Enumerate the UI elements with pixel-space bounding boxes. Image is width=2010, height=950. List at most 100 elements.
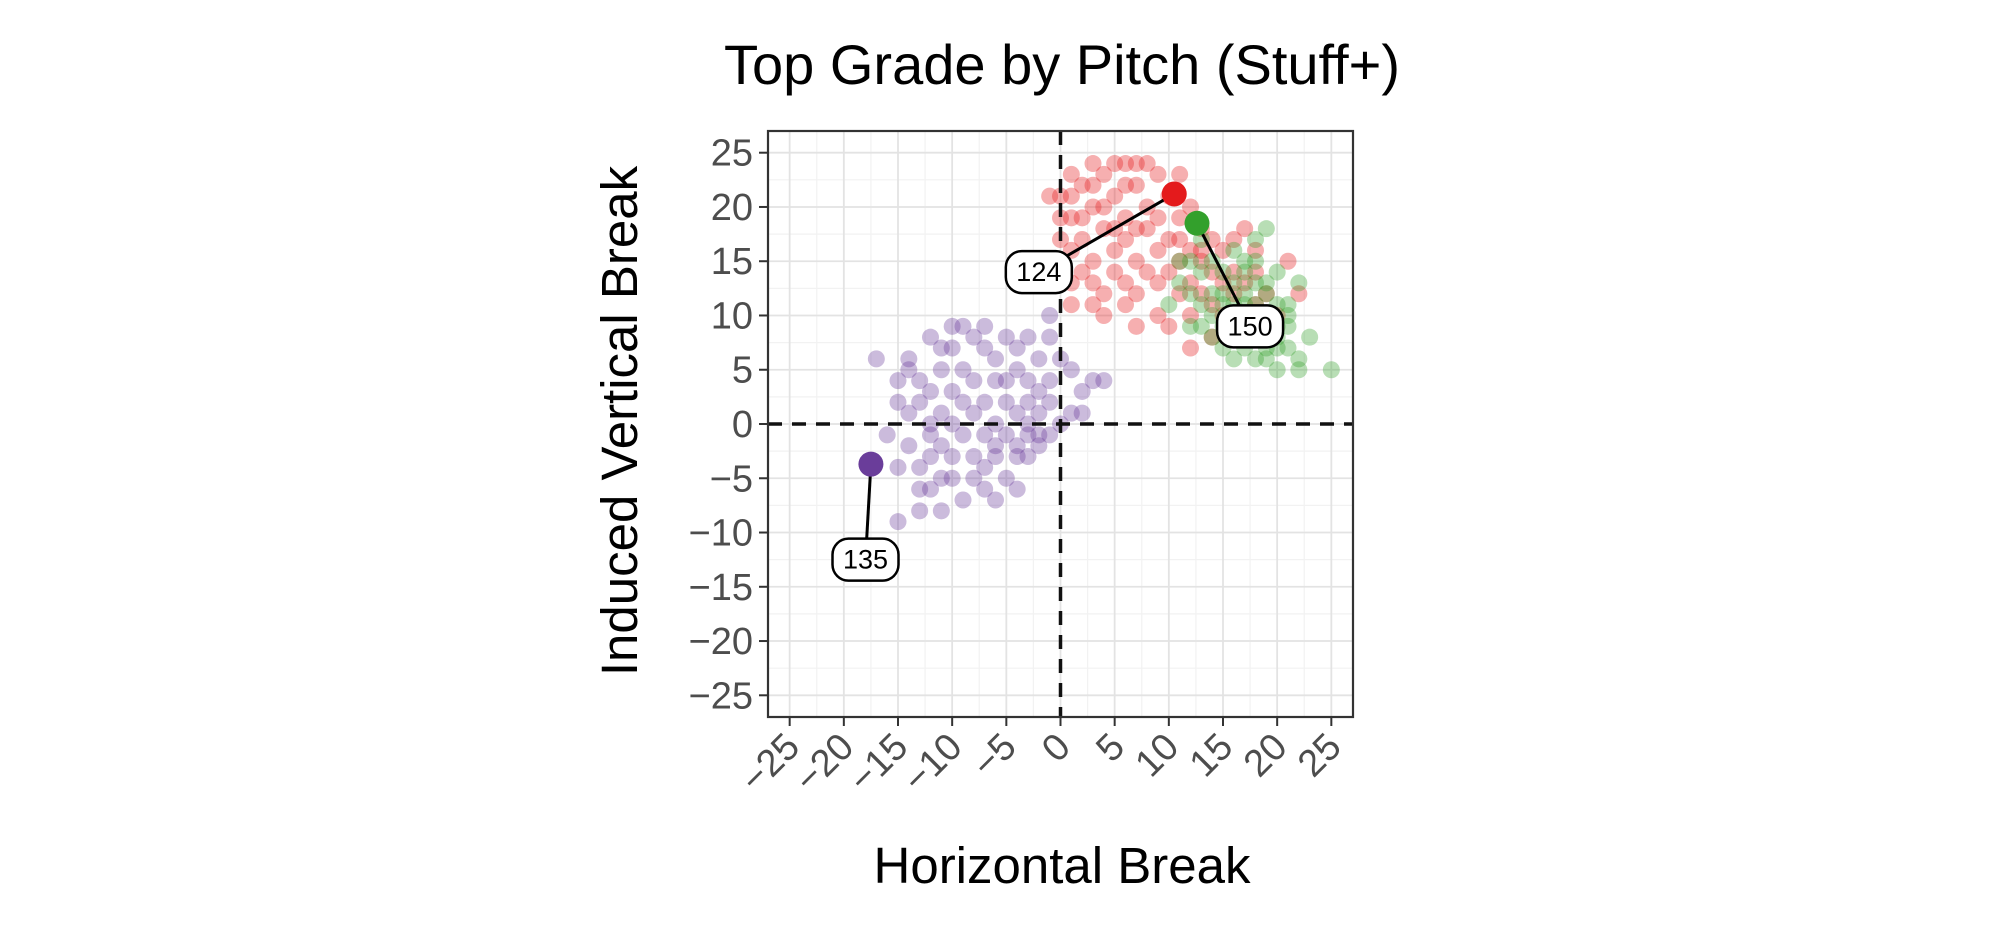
data-point	[954, 491, 972, 509]
data-point	[997, 469, 1015, 487]
data-point	[1257, 285, 1275, 303]
data-point	[1095, 285, 1113, 303]
data-point	[1008, 480, 1026, 498]
data-point	[1084, 252, 1102, 270]
data-point	[1203, 296, 1221, 314]
data-point	[965, 404, 983, 422]
y-tick-label: 15	[711, 241, 753, 283]
data-point	[878, 426, 896, 444]
data-point	[976, 393, 994, 411]
data-point	[922, 382, 939, 400]
data-point	[1138, 263, 1156, 281]
y-tick-label: −5	[710, 458, 753, 500]
x-tick-label: −10	[895, 726, 970, 801]
data-point	[889, 393, 907, 411]
data-point	[1084, 176, 1102, 194]
data-point	[1084, 155, 1102, 173]
data-point	[1301, 328, 1319, 346]
data-point	[1127, 220, 1145, 238]
data-point	[1149, 306, 1167, 324]
data-point	[1008, 404, 1026, 422]
data-point	[1203, 285, 1221, 303]
data-point	[1171, 252, 1189, 270]
data-point	[1041, 328, 1059, 346]
highlighted-points: 135 124 150	[831, 181, 1285, 582]
data-point	[1182, 274, 1199, 292]
data-point	[1041, 372, 1059, 390]
data-point	[943, 382, 961, 400]
data-point	[1041, 306, 1059, 324]
data-point	[1160, 317, 1178, 335]
data-point	[922, 448, 939, 466]
data-point	[997, 393, 1015, 411]
data-point	[1171, 252, 1189, 270]
data-point	[997, 426, 1015, 444]
highlighted-point	[1184, 210, 1210, 236]
data-point	[1247, 350, 1264, 368]
data-point	[965, 469, 983, 487]
data-point	[1138, 220, 1156, 238]
data-point	[954, 393, 972, 411]
highlighted-point	[858, 451, 884, 477]
data-point	[965, 328, 983, 346]
x-tick-label: 25	[1290, 726, 1350, 786]
data-point	[922, 415, 939, 433]
data-point	[900, 437, 918, 455]
data-point	[1290, 285, 1308, 303]
data-point	[1008, 437, 1026, 455]
data-point	[1192, 241, 1210, 259]
data-point	[900, 361, 918, 379]
data-point	[1236, 263, 1254, 281]
data-point	[1019, 415, 1037, 433]
y-tick-label: −20	[689, 621, 753, 663]
data-point	[1084, 372, 1102, 390]
data-point	[1008, 361, 1026, 379]
y-tick-label: −10	[689, 513, 753, 555]
data-point	[1030, 382, 1048, 400]
data-point	[1019, 328, 1037, 346]
data-point	[1149, 241, 1167, 259]
data-point	[922, 480, 939, 498]
y-tick-label: 5	[732, 350, 753, 392]
data-point	[1073, 263, 1091, 281]
data-point	[1095, 372, 1113, 390]
data-point	[1225, 231, 1243, 249]
reference-lines	[768, 131, 1353, 717]
data-point	[1236, 285, 1254, 303]
data-point	[1095, 165, 1113, 183]
data-point	[1182, 241, 1199, 259]
data-point	[1062, 165, 1080, 183]
data-point	[911, 458, 929, 476]
data-point	[1041, 393, 1059, 411]
x-tick-label: 10	[1128, 726, 1188, 786]
data-point	[943, 469, 961, 487]
y-tick-label: −15	[689, 567, 753, 609]
data-points	[867, 155, 1340, 531]
data-point	[900, 404, 918, 422]
data-point	[1192, 285, 1210, 303]
data-point	[1030, 437, 1048, 455]
data-point	[1182, 252, 1199, 270]
data-point	[1019, 448, 1037, 466]
data-point	[1192, 317, 1210, 335]
data-point	[1149, 209, 1167, 227]
data-point	[943, 339, 961, 357]
data-point	[1171, 285, 1189, 303]
callout-label: 135	[843, 545, 888, 575]
data-point	[997, 372, 1015, 390]
data-point	[1127, 155, 1145, 173]
data-point	[1117, 274, 1134, 292]
callout-label-box	[1215, 304, 1285, 349]
data-point	[889, 513, 907, 531]
y-tick-label: 20	[711, 187, 753, 229]
data-point	[987, 372, 1004, 390]
data-point	[1214, 241, 1232, 259]
data-point	[867, 350, 885, 368]
data-point	[976, 339, 994, 357]
data-point	[1182, 339, 1199, 357]
data-point	[911, 502, 929, 520]
data-point	[1106, 155, 1124, 173]
data-point	[1279, 339, 1297, 357]
callout-label: 150	[1228, 311, 1273, 341]
data-point	[1214, 285, 1232, 303]
